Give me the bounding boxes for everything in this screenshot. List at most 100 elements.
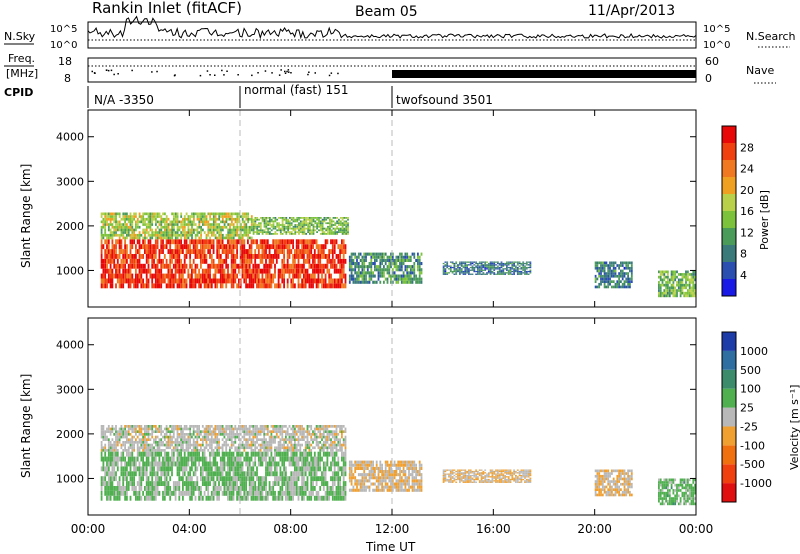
data-cell [202,212,204,216]
data-cell [611,272,613,275]
data-cell [209,433,211,436]
data-cell [164,233,166,237]
data-cell [383,265,385,269]
data-cell [135,273,137,279]
data-cell [297,244,300,250]
data-cell [326,425,329,428]
data-cell [464,264,467,266]
data-cell [330,225,333,228]
data-cell [502,265,505,267]
data-cell [274,273,276,279]
data-cell [158,258,161,264]
data-cell [297,258,300,264]
data-cell [406,252,409,256]
data-cell [167,446,170,450]
data-cell [115,233,117,237]
data-cell [239,495,242,501]
data-cell [122,231,125,234]
data-cell [290,233,293,235]
data-cell [104,486,107,491]
data-cell [163,438,166,441]
data-cell [124,486,126,491]
data-cell [256,244,258,250]
data-cell [194,233,197,237]
data-cell [104,233,107,237]
data-cell [478,269,481,271]
data-cell [154,471,157,477]
data-cell [163,254,166,259]
data-cell [194,481,197,486]
data-cell [201,278,204,284]
data-cell [694,289,696,292]
data-cell [270,220,273,223]
data-cell [207,466,210,472]
data-cell [607,277,610,281]
data-cell [172,263,175,269]
data-cell [200,225,202,229]
data-cell [307,227,309,230]
data-cell [232,495,235,501]
data-cell [314,225,317,228]
data-cell [379,268,382,272]
data-cell [326,258,329,264]
data-cell [214,427,217,431]
data-cell [104,283,107,289]
data-cell [171,212,173,216]
data-cell [663,270,666,274]
data-cell [209,427,211,431]
data-cell [230,481,233,486]
data-cell [192,461,195,467]
data-cell [200,446,202,450]
data-cell [220,225,222,229]
data-cell [303,438,305,441]
data-cell [618,264,620,267]
data-cell [245,217,248,221]
data-cell [469,261,472,263]
data-cell [676,270,678,274]
data-cell [297,427,300,431]
data-cell [196,451,199,457]
data-cell [100,490,103,496]
data-cell [185,283,188,289]
data-cell [277,239,280,245]
data-cell [301,425,303,428]
data-cell [292,225,295,228]
data-cell [229,225,231,229]
data-cell [250,486,253,491]
data-cell [160,430,163,433]
data-cell [210,254,213,259]
data-cell [308,239,311,245]
data-cell [209,471,211,477]
data-cell [209,446,211,450]
data-cell [205,239,208,245]
data-cell [254,481,257,486]
data-cell [118,236,121,240]
data-cell [118,435,121,439]
data-cell [420,280,423,284]
data-cell [187,481,190,486]
data-cell [322,278,325,284]
data-cell [344,427,347,431]
data-cell [281,438,284,441]
data-cell [225,490,228,496]
data-cell [296,217,299,219]
data-cell [299,222,302,225]
data-cell [109,223,112,226]
data-cell [218,212,221,216]
data-cell [464,266,467,269]
data-cell [219,254,222,259]
data-cell [241,443,244,447]
data-cell [196,441,199,444]
data-cell [252,490,255,496]
data-cell [298,231,300,233]
data-cell [138,273,141,279]
data-cell [238,427,240,431]
data-cell [336,233,338,235]
data-cell [266,430,269,433]
data-cell [174,263,177,269]
data-cell [294,227,297,230]
data-cell [268,278,271,284]
data-cell [229,223,231,226]
data-cell [106,430,108,433]
data-cell [480,273,483,275]
